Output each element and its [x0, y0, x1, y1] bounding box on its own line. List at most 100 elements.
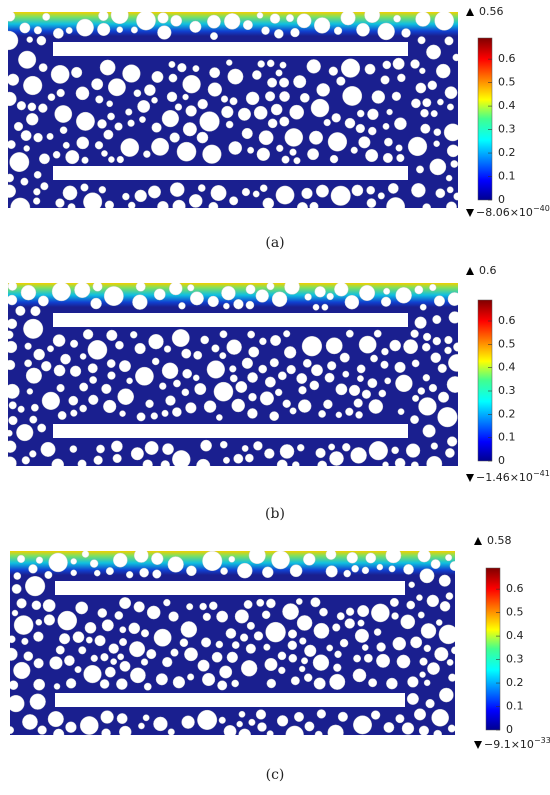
- aggregate: [307, 148, 319, 161]
- aggregate: [145, 399, 154, 408]
- aggregate: [345, 607, 355, 616]
- aggregate: [270, 103, 283, 116]
- aggregate: [411, 359, 420, 368]
- aggregate: [301, 657, 309, 665]
- aggregate: [182, 122, 197, 137]
- max-label: 0.58: [487, 534, 512, 547]
- aggregate: [229, 196, 239, 206]
- aggregate: [359, 284, 376, 301]
- aggregate: [8, 283, 18, 291]
- aggregate: [55, 198, 65, 208]
- aggregate: [321, 303, 329, 311]
- aggregate: [8, 91, 17, 107]
- aggregate: [445, 554, 453, 562]
- aggregate: [39, 153, 50, 165]
- aggregate: [178, 302, 186, 310]
- aggregate: [416, 165, 424, 174]
- aggregate: [247, 146, 255, 154]
- aggregate: [38, 103, 48, 113]
- aggregate: [30, 403, 39, 412]
- aggregate: [136, 12, 156, 31]
- aggregate: [395, 374, 413, 393]
- aggregate: [396, 153, 405, 163]
- aggregate: [35, 556, 44, 564]
- slot: [55, 693, 405, 707]
- aggregate: [448, 673, 455, 682]
- max-label: 0.56: [479, 5, 504, 18]
- aggregate: [431, 708, 449, 727]
- aggregate: [259, 184, 268, 193]
- max-marker: [474, 537, 482, 545]
- aggregate: [8, 340, 18, 354]
- aggregate: [400, 614, 416, 630]
- aggregate: [397, 408, 405, 415]
- aggregate: [444, 86, 458, 99]
- aggregate: [107, 78, 126, 97]
- aggregate: [405, 443, 421, 458]
- aggregate: [235, 381, 248, 393]
- aggregate: [410, 329, 419, 338]
- aggregate: [371, 90, 386, 104]
- aggregate: [269, 358, 279, 368]
- aggregate: [133, 601, 145, 613]
- aggregate: [248, 718, 256, 726]
- aggregate: [241, 445, 249, 452]
- aggregate: [342, 86, 363, 106]
- aggregate: [110, 658, 118, 665]
- aggregate: [83, 665, 102, 684]
- aggregate: [365, 149, 379, 163]
- aggregate: [253, 441, 263, 451]
- aggregate: [200, 439, 212, 452]
- aggregate: [411, 98, 421, 109]
- aggregate: [422, 332, 432, 342]
- aggregate: [328, 66, 338, 76]
- aggregate: [415, 12, 431, 27]
- aggregate: [376, 642, 386, 652]
- aggregate: [384, 137, 393, 147]
- aggregate: [317, 460, 328, 466]
- aggregate: [8, 294, 18, 306]
- aggregate: [223, 302, 230, 310]
- aggregate: [406, 600, 416, 610]
- aggregate: [69, 445, 78, 453]
- aggregate: [285, 14, 294, 23]
- aggregate: [414, 316, 427, 329]
- aggregate: [446, 201, 457, 208]
- aggregate: [81, 551, 90, 558]
- aggregate: [417, 611, 425, 619]
- aggregate: [101, 728, 111, 735]
- aggregate: [76, 18, 94, 37]
- aggregate: [142, 714, 150, 722]
- aggregate: [55, 645, 65, 655]
- aggregate: [13, 572, 22, 580]
- aggregate: [16, 101, 26, 111]
- aggregate: [329, 451, 344, 466]
- aggregate: [342, 443, 351, 452]
- aggregate: [114, 611, 124, 620]
- aggregate: [356, 364, 366, 374]
- colorbar-tick-label: 0.5: [498, 337, 516, 350]
- aggregate: [264, 657, 278, 672]
- aggregate: [220, 567, 228, 575]
- aggregate: [129, 641, 146, 658]
- aggregate: [412, 394, 420, 402]
- aggregate: [185, 402, 197, 414]
- aggregate: [15, 305, 26, 316]
- aggregate: [13, 615, 34, 635]
- aggregate: [62, 141, 70, 149]
- aggregate: [329, 154, 339, 164]
- aggregate: [79, 353, 87, 360]
- aggregate: [389, 339, 401, 352]
- aggregate: [293, 75, 307, 89]
- aggregate: [444, 335, 453, 345]
- aggregate: [28, 564, 38, 574]
- aggregate: [151, 96, 158, 104]
- aggregate: [290, 27, 300, 38]
- colorbar-tick-label: 0.4: [498, 361, 516, 374]
- aggregate: [23, 145, 30, 152]
- aggregate: [325, 337, 343, 355]
- aggregate: [444, 346, 452, 355]
- aggregate: [356, 22, 370, 37]
- aggregate: [429, 283, 437, 292]
- aggregate: [199, 111, 220, 132]
